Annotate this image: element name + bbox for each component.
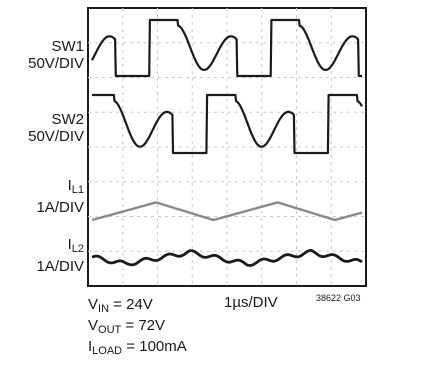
grid bbox=[88, 8, 366, 286]
il2-scale: 1A/DIV bbox=[36, 258, 84, 275]
time-scale-label: 1µs/DIV bbox=[224, 294, 278, 311]
il1-label: IL1 1A/DIV bbox=[0, 177, 84, 216]
vin-condition: VIN = 24V bbox=[88, 296, 153, 315]
sw2-scale: 50V/DIV bbox=[28, 128, 84, 145]
sw1-scale: 50V/DIV bbox=[28, 55, 84, 72]
sw1-trace bbox=[91, 18, 363, 78]
il1-trace bbox=[91, 201, 363, 222]
il1-name: I bbox=[67, 177, 72, 194]
sw2-label: SW2 50V/DIV bbox=[0, 111, 84, 145]
sw2-trace bbox=[91, 93, 363, 155]
sw2-name: SW2 bbox=[51, 111, 84, 128]
il2-name: I bbox=[67, 236, 72, 253]
traces bbox=[91, 18, 363, 267]
iload-condition: ILOAD = 100mA bbox=[88, 338, 187, 357]
vout-condition: VOUT = 72V bbox=[88, 317, 166, 336]
il2-trace bbox=[91, 249, 363, 267]
plot-frame bbox=[87, 7, 367, 287]
il2-label: IL2 1A/DIV bbox=[0, 236, 84, 275]
figure-id: 38622 G03 bbox=[316, 293, 361, 303]
il1-scale: 1A/DIV bbox=[36, 199, 84, 216]
il2-subscript: L2 bbox=[71, 243, 84, 255]
sw1-label: SW1 50V/DIV bbox=[0, 38, 84, 72]
sw1-name: SW1 bbox=[51, 38, 84, 55]
il1-subscript: L1 bbox=[71, 184, 84, 196]
